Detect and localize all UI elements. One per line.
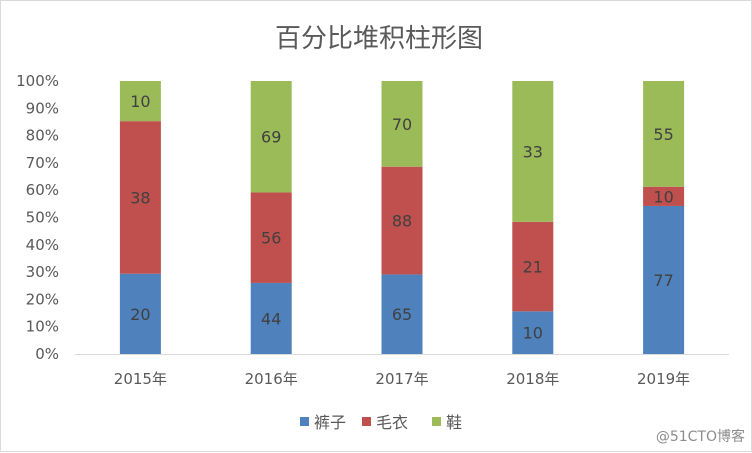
legend-label: 毛衣	[376, 413, 408, 432]
legend-swatch	[432, 417, 441, 426]
y-tick-label: 40%	[26, 236, 59, 254]
bar-segment	[381, 81, 423, 167]
data-label: 10	[130, 92, 150, 111]
legend-swatch	[300, 417, 309, 426]
x-tick-label: 2018年	[506, 370, 559, 388]
y-tick-label: 20%	[26, 290, 59, 308]
y-tick-label: 60%	[26, 181, 59, 199]
legend-swatch	[362, 417, 371, 426]
y-tick-label: 80%	[26, 127, 59, 145]
data-label: 69	[261, 128, 281, 147]
data-label: 56	[261, 229, 281, 248]
y-axis: 0% 10% 20% 30% 40% 50% 60% 70% 80% 90% 100%	[16, 72, 59, 363]
bar-segment	[643, 81, 685, 187]
y-tick-label: 10%	[26, 318, 59, 336]
data-label: 10	[653, 187, 673, 206]
data-label: 70	[392, 115, 412, 134]
bar-segment	[250, 282, 292, 354]
y-tick-label: 70%	[26, 154, 59, 172]
data-label: 88	[392, 212, 412, 231]
y-tick-label: 0%	[35, 345, 59, 363]
bar-segment	[512, 221, 554, 312]
bar-segment	[512, 311, 554, 354]
x-tick-label: 2015年	[114, 370, 167, 388]
data-label: 38	[130, 188, 150, 207]
x-tick-label: 2017年	[375, 370, 428, 388]
legend-label: 鞋	[446, 413, 462, 432]
data-label: 77	[653, 271, 673, 290]
y-tick-label: 90%	[26, 99, 59, 117]
bar-segment	[119, 273, 161, 354]
data-label: 65	[392, 305, 412, 324]
x-tick-label: 2019年	[637, 370, 690, 388]
bar-segment	[119, 121, 161, 274]
data-label: 44	[261, 309, 281, 328]
x-tick-label: 2016年	[245, 370, 298, 388]
bar-segment	[250, 81, 292, 193]
bars: 20 38 10 44 56 69 65 88 70 10 21 33 77 10 55	[119, 81, 685, 354]
bar-segment	[643, 186, 685, 206]
data-label: 20	[130, 305, 150, 324]
bar-segment	[512, 81, 554, 222]
bar-segment	[119, 81, 161, 122]
bar-segment	[381, 274, 423, 354]
legend-label: 裤子	[314, 413, 346, 432]
y-tick-label: 100%	[16, 72, 59, 90]
x-axis: 2015年 2016年 2017年 2018年 2019年	[75, 354, 729, 388]
bar-segment	[250, 192, 292, 283]
bar-segment	[381, 166, 423, 275]
data-label: 21	[523, 258, 543, 277]
data-label: 33	[523, 142, 543, 161]
chart-title: 百分比堆积柱形图	[275, 24, 483, 54]
data-label: 55	[653, 125, 673, 144]
watermark: @51CTO博客	[656, 428, 745, 445]
bar-segment	[643, 205, 685, 354]
y-tick-label: 50%	[26, 209, 59, 227]
legend: 裤子 毛衣 鞋	[300, 413, 462, 432]
data-label: 10	[523, 324, 543, 343]
y-tick-label: 30%	[26, 263, 59, 281]
